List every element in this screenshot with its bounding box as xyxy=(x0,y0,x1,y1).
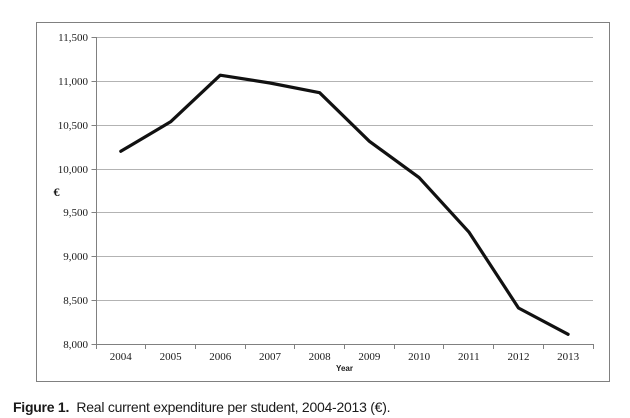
svg-text:2010: 2010 xyxy=(408,351,431,363)
svg-text:2006: 2006 xyxy=(209,351,232,363)
svg-text:€: € xyxy=(54,185,60,199)
svg-text:9,000: 9,000 xyxy=(63,251,88,263)
svg-text:2008: 2008 xyxy=(309,351,332,363)
svg-text:2007: 2007 xyxy=(259,351,282,363)
svg-text:2009: 2009 xyxy=(358,351,381,363)
svg-text:9,500: 9,500 xyxy=(63,207,88,219)
svg-text:8,000: 8,000 xyxy=(63,339,88,351)
svg-text:2005: 2005 xyxy=(160,351,183,363)
svg-text:11,500: 11,500 xyxy=(58,32,88,44)
svg-text:2013: 2013 xyxy=(557,351,580,363)
svg-text:2012: 2012 xyxy=(508,351,530,363)
svg-text:11,000: 11,000 xyxy=(58,76,88,88)
svg-text:8,500: 8,500 xyxy=(63,295,88,307)
svg-text:10,500: 10,500 xyxy=(58,120,89,132)
svg-text:10,000: 10,000 xyxy=(58,164,89,176)
svg-text:2004: 2004 xyxy=(110,351,133,363)
svg-text:Year: Year xyxy=(336,364,353,373)
svg-text:2011: 2011 xyxy=(458,351,480,363)
